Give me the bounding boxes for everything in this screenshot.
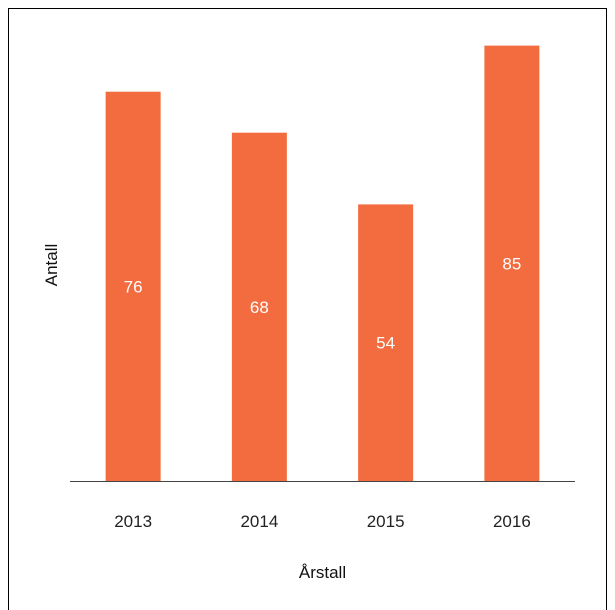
bar-2014 — [231, 132, 287, 481]
bars-group — [105, 45, 540, 481]
bar-2013 — [105, 91, 161, 481]
bar-value-label-2013: 76 — [124, 277, 143, 296]
y-axis-title: Antall — [42, 244, 61, 287]
bar-labels-group: 76 68 54 85 — [124, 254, 522, 352]
bar-value-label-2016: 85 — [502, 254, 521, 273]
x-tick-label-2015: 2015 — [367, 512, 405, 531]
bar-2016 — [484, 45, 540, 481]
bar-value-label-2015: 54 — [376, 334, 395, 353]
x-tick-labels-group: 2013 2014 2015 2016 — [114, 512, 531, 531]
bar-2015 — [358, 204, 414, 481]
x-tick-label-2014: 2014 — [240, 512, 278, 531]
x-tick-label-2016: 2016 — [493, 512, 531, 531]
bar-value-label-2014: 68 — [250, 298, 269, 317]
x-axis-title: Årstall — [299, 563, 346, 582]
x-tick-label-2013: 2013 — [114, 512, 152, 531]
